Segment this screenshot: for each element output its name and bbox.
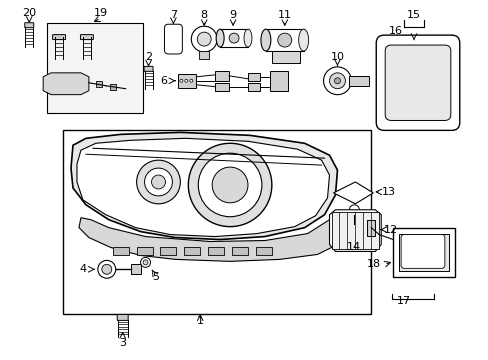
Bar [398, 234, 448, 271]
FancyBboxPatch shape [375, 35, 459, 130]
Circle shape [277, 33, 291, 47]
Text: 19: 19 [94, 8, 108, 18]
Bar [130, 264, 141, 274]
Polygon shape [333, 182, 372, 204]
Polygon shape [79, 218, 334, 261]
Bar [331, 212, 379, 249]
Circle shape [184, 79, 187, 82]
Bar [199, 51, 209, 59]
Ellipse shape [261, 29, 270, 51]
Bar [339, 222, 368, 242]
Bar [247, 73, 260, 81]
Bar [269, 71, 287, 91]
Bar [63, 130, 370, 314]
Circle shape [212, 167, 247, 203]
Bar [392, 228, 454, 277]
Text: 9: 9 [229, 10, 236, 20]
FancyBboxPatch shape [385, 45, 450, 121]
FancyBboxPatch shape [164, 24, 182, 54]
Bar [247, 83, 260, 91]
Text: 3: 3 [119, 338, 126, 348]
Circle shape [323, 67, 351, 95]
Polygon shape [71, 132, 337, 239]
Bar [96, 81, 102, 87]
Circle shape [188, 143, 271, 227]
Bar [136, 247, 152, 255]
FancyBboxPatch shape [53, 35, 65, 40]
Text: 6: 6 [160, 76, 166, 86]
Circle shape [144, 168, 172, 196]
Bar [160, 247, 176, 255]
Circle shape [197, 32, 211, 46]
Circle shape [334, 78, 340, 84]
Circle shape [198, 153, 262, 217]
Bar [215, 71, 228, 81]
Circle shape [191, 26, 217, 52]
Circle shape [102, 264, 112, 274]
Circle shape [98, 260, 116, 278]
Circle shape [349, 205, 359, 215]
Circle shape [136, 160, 180, 204]
Circle shape [329, 73, 345, 89]
Text: 1: 1 [196, 316, 203, 326]
Text: 18: 18 [366, 259, 381, 269]
Text: 16: 16 [388, 26, 402, 36]
Circle shape [228, 33, 239, 43]
Ellipse shape [244, 29, 251, 47]
Text: 14: 14 [346, 243, 361, 252]
Text: 15: 15 [406, 10, 420, 20]
FancyBboxPatch shape [117, 314, 128, 320]
Bar [232, 247, 247, 255]
Text: 5: 5 [152, 272, 159, 282]
FancyBboxPatch shape [80, 35, 93, 40]
Text: 2: 2 [144, 52, 152, 62]
Circle shape [141, 257, 150, 267]
Bar [271, 51, 299, 63]
FancyBboxPatch shape [144, 66, 153, 71]
Circle shape [346, 224, 362, 239]
Bar [265, 29, 303, 51]
Circle shape [143, 260, 148, 265]
Bar [349, 76, 368, 86]
Text: 12: 12 [383, 225, 397, 235]
Bar [113, 247, 128, 255]
Polygon shape [329, 210, 381, 251]
Ellipse shape [216, 29, 224, 47]
Circle shape [180, 79, 183, 82]
Text: 10: 10 [330, 52, 344, 62]
Text: 7: 7 [169, 10, 177, 20]
Text: 20: 20 [22, 8, 36, 18]
Text: 8: 8 [200, 10, 207, 20]
Bar [255, 247, 271, 255]
Polygon shape [43, 73, 89, 95]
Bar [184, 247, 200, 255]
Bar [215, 83, 228, 91]
Bar [366, 220, 374, 235]
Bar [220, 29, 247, 47]
Bar [208, 247, 224, 255]
Ellipse shape [298, 29, 308, 51]
Bar [109, 84, 116, 90]
Circle shape [189, 79, 192, 82]
Bar [47, 23, 142, 113]
Bar [178, 74, 196, 88]
Text: 11: 11 [277, 10, 291, 20]
Text: 13: 13 [382, 187, 395, 197]
FancyBboxPatch shape [25, 23, 34, 28]
Polygon shape [77, 138, 329, 237]
Text: 17: 17 [396, 296, 410, 306]
Circle shape [151, 175, 165, 189]
Text: 4: 4 [79, 264, 86, 274]
FancyBboxPatch shape [400, 235, 444, 268]
